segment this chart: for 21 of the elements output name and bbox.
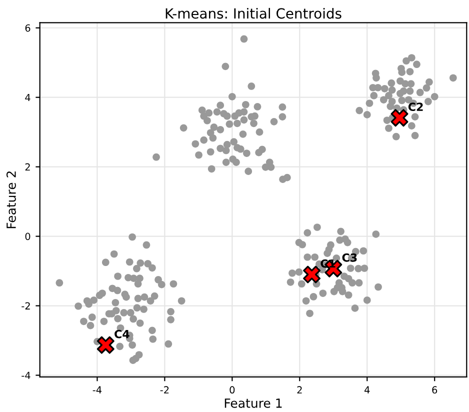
- y-tick-label: 6: [25, 24, 30, 32]
- x-tick-label: -2: [160, 386, 169, 394]
- chart-title: K-means: Initial Centroids: [166, 8, 342, 19]
- x-tick-label: 6: [432, 386, 438, 394]
- annotation: C4: [114, 330, 130, 338]
- annotation: C2: [408, 102, 423, 112]
- y-tick-label: 4: [25, 94, 30, 102]
- annotation: C3: [342, 253, 357, 262]
- y-tick-label: -2: [22, 302, 30, 310]
- point: [390, 109, 408, 127]
- y-tick-label: 0: [25, 232, 30, 240]
- x-tick-label: -4: [92, 386, 102, 394]
- point: [96, 336, 114, 354]
- x-tick-label: 0: [230, 386, 235, 394]
- x-axis-title: Feature 1: [224, 398, 282, 408]
- point: [303, 266, 321, 284]
- y-axis-title: Feature 2: [6, 171, 16, 228]
- y-tick-label: -4: [22, 372, 30, 379]
- x-tick-label: 4: [364, 386, 370, 394]
- x-tick-label: 2: [297, 386, 302, 394]
- y-tick-label: 2: [25, 163, 30, 171]
